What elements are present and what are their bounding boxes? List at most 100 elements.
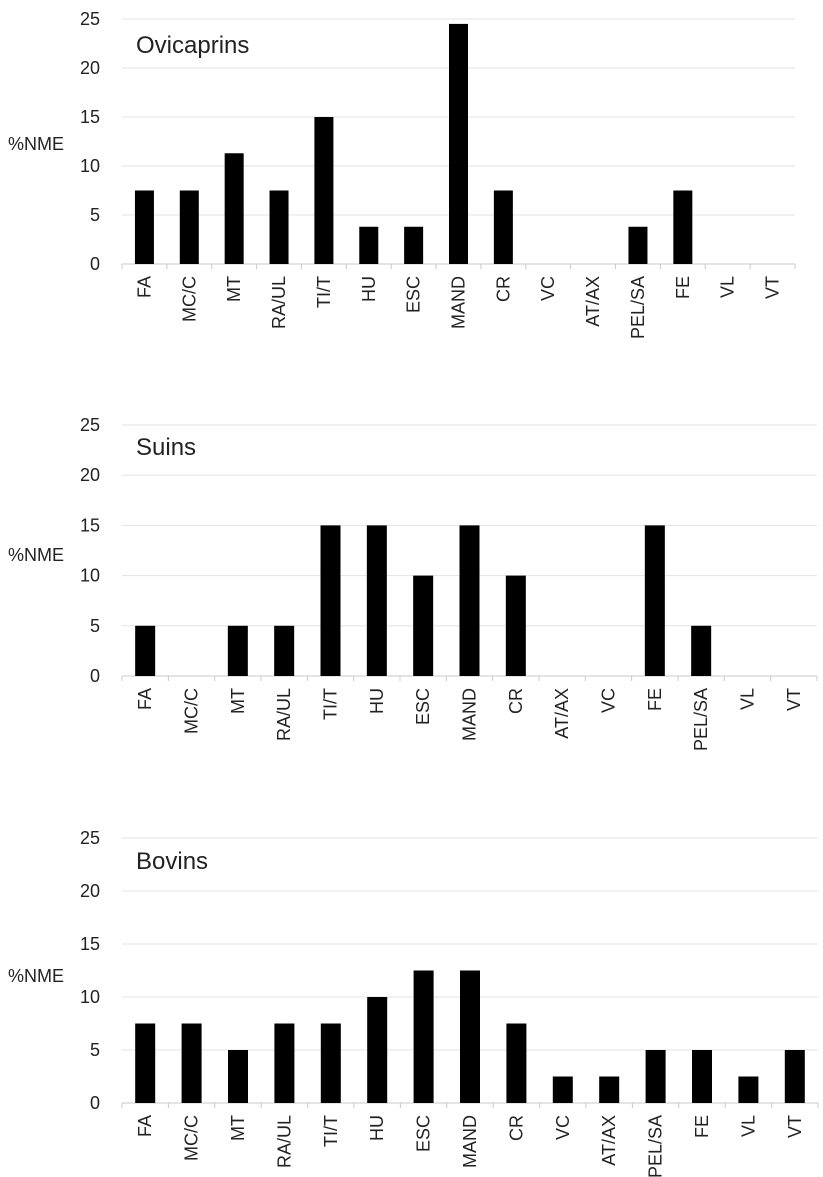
y-tick-label: 5 [90, 1040, 100, 1060]
category-label: TI/T [321, 1115, 341, 1147]
bar-at-ax [599, 1076, 620, 1103]
y-tick-label: 5 [90, 205, 100, 225]
category-label: MT [228, 1115, 248, 1141]
y-tick-label: 25 [80, 828, 100, 848]
category-label: FE [645, 688, 665, 711]
bar-pel-sa [628, 226, 648, 264]
bar-mt [224, 153, 244, 264]
chart-title: Suins [136, 434, 196, 461]
category-label: HU [359, 276, 379, 302]
category-label: CR [506, 688, 526, 714]
category-label: FA [135, 1115, 155, 1137]
category-label: TI/T [314, 276, 334, 308]
category-label: VL [738, 1115, 758, 1137]
bar-mand [459, 525, 480, 676]
bar-ti-t [320, 525, 341, 676]
y-axis-label: %NME [8, 966, 64, 986]
y-tick-label: 20 [80, 465, 100, 485]
category-label: FA [134, 276, 154, 298]
category-label: MAND [460, 1115, 480, 1168]
bar-fa [135, 1023, 156, 1103]
bar-hu [366, 525, 387, 676]
y-tick-label: 10 [80, 156, 100, 176]
category-label: AT/AX [599, 1115, 619, 1166]
category-label: MAND [460, 688, 480, 741]
category-label: VT [785, 1115, 805, 1138]
category-label: FE [692, 1115, 712, 1138]
bar-fe [692, 1050, 712, 1103]
bar-ti-t [320, 1023, 341, 1103]
category-label: ESC [413, 688, 433, 725]
y-axis-label: %NME [8, 545, 64, 565]
y-tick-label: 10 [80, 566, 100, 586]
y-tick-label: 0 [90, 666, 100, 686]
bar-fe [644, 525, 665, 676]
bar-ra-ul [274, 1023, 295, 1103]
bar-fa [135, 625, 156, 676]
category-label: PEL/SA [628, 276, 648, 339]
bar-ra-ul [269, 190, 289, 264]
y-tick-label: 0 [90, 254, 100, 274]
category-label: ESC [414, 1115, 434, 1152]
y-tick-label: 20 [80, 58, 100, 78]
y-tick-label: 10 [80, 987, 100, 1007]
category-label: CR [506, 1115, 526, 1141]
category-label: PEL/SA [646, 1115, 666, 1177]
chart-2: 0 5 10 15 20 25 FA MC/C MT RA/UL TI/T HU ESC MAND CR VC… [8, 828, 819, 1177]
category-label: VC [538, 276, 558, 301]
y-axis-label: %NME [8, 134, 64, 154]
category-label: CR [493, 276, 513, 302]
bar-hu [367, 997, 388, 1103]
category-label: FA [135, 688, 155, 710]
category-label: ESC [404, 276, 424, 313]
y-tick-label: 20 [80, 881, 100, 901]
bar-cr [505, 575, 526, 676]
bar-mc-c [181, 1023, 202, 1103]
bar-hu [359, 226, 379, 264]
bar-fe [673, 190, 693, 264]
category-label: MC/C [179, 276, 199, 322]
y-tick-label: 15 [80, 515, 100, 535]
bar-vl [738, 1076, 759, 1103]
bar-mt [227, 625, 248, 676]
category-label: VC [599, 688, 619, 713]
category-label: VT [784, 688, 804, 711]
bar-pel-sa [645, 1050, 666, 1103]
category-label: MT [228, 688, 248, 714]
category-label: AT/AX [552, 688, 572, 739]
bar-cr [493, 190, 513, 264]
bar-vt [784, 1050, 805, 1103]
y-tick-label: 0 [90, 1093, 100, 1113]
y-tick-label: 25 [80, 9, 100, 29]
bar-mand [449, 23, 468, 265]
y-tick-label: 15 [80, 107, 100, 127]
chart-0: 0 5 10 15 20 25 FA MC/C MT RA/UL TI/T HU ESC MAND CR VC… [8, 9, 796, 339]
category-label: TI/T [321, 688, 341, 720]
chart-title: Ovicaprins [136, 32, 249, 59]
category-label: FE [673, 276, 693, 299]
bar-fa [134, 190, 154, 264]
bar-pel-sa [691, 625, 712, 676]
y-tick-label: 25 [80, 415, 100, 435]
bar-esc [413, 575, 434, 676]
y-tick-label: 5 [90, 616, 100, 636]
category-label: RA/UL [269, 276, 289, 329]
category-label: MT [224, 276, 244, 302]
chart-title: Bovins [136, 848, 208, 875]
category-label: VL [738, 688, 758, 710]
bar-ra-ul [274, 625, 295, 676]
category-label: VC [553, 1115, 573, 1140]
bar-mc-c [179, 190, 199, 264]
category-label: VL [718, 276, 738, 298]
chart-1: 0 5 10 15 20 25 FA MC/C MT RA/UL TI/T HU ESC MAND CR AT… [8, 415, 818, 751]
bar-ti-t [314, 117, 334, 264]
y-tick-label: 15 [80, 934, 100, 954]
bar-esc [413, 970, 434, 1103]
category-label: RA/UL [274, 688, 294, 741]
bar-vc [552, 1076, 573, 1103]
category-label: HU [367, 1115, 387, 1141]
bar-cr [506, 1023, 527, 1103]
category-label: PEL/SA [691, 688, 711, 751]
bar-mand [460, 970, 480, 1103]
